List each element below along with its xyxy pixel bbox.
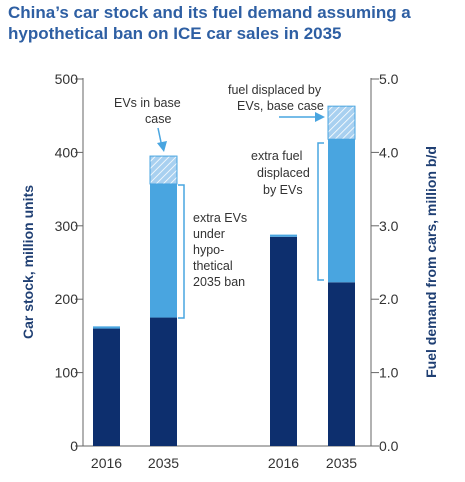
tick-label-left-1: 100 bbox=[55, 365, 79, 381]
tick-label-right-3: 3.0 bbox=[379, 218, 399, 234]
tick-label-left-0: 0 bbox=[70, 438, 78, 454]
left-axis-label: Car stock, million units bbox=[20, 185, 36, 339]
annotation-fuel-displaced-base-line-1: fuel displaced by bbox=[228, 83, 322, 97]
tick-label-right-5: 5.0 bbox=[379, 71, 399, 87]
tick-label-right-0: 0.0 bbox=[379, 438, 399, 454]
chart-title-line-1: China’s car stock and its fuel demand as… bbox=[8, 3, 411, 22]
bar-group: 2016 2035 2016 2035 bbox=[91, 105, 357, 471]
chart-title-line-2: hypothetical ban on ICE car sales in 203… bbox=[8, 24, 342, 43]
tick-group: 0 100 200 300 400 500 0.0 1.0 2.0 3.0 4.0 5.0 bbox=[55, 71, 399, 454]
bar-right-2035-segment-0 bbox=[328, 282, 355, 446]
right-axis-label: Fuel demand from cars, million b/d bbox=[423, 146, 439, 378]
annotation-fuel-arrowhead bbox=[315, 112, 325, 122]
bar-left-2035-segment-2 bbox=[149, 155, 178, 185]
annotation-extra-fuel-line-3: by EVs bbox=[263, 183, 303, 197]
annotation-extra-evs-line-1: extra EVs bbox=[193, 211, 247, 225]
annotation-extra-evs: extra EVs under hypo- thetical 2035 ban bbox=[178, 184, 247, 319]
annotation-evs-base-case-line-2: case bbox=[145, 112, 171, 126]
annotation-evs-base-case: EVs in base case bbox=[114, 96, 181, 152]
tick-label-right-4: 4.0 bbox=[379, 144, 399, 160]
category-label-left-0: 2016 bbox=[91, 455, 122, 471]
annotation-extra-evs-line-3: hypo- bbox=[193, 243, 224, 257]
annotation-fuel-displaced-base: fuel displaced by EVs, base case bbox=[228, 83, 325, 122]
tick-label-right-2: 2.0 bbox=[379, 291, 399, 307]
category-label-right-1: 2035 bbox=[326, 455, 357, 471]
bar-left-2035-segment-0 bbox=[150, 317, 177, 446]
annotation-extra-fuel-line-2: displaced bbox=[257, 166, 310, 180]
tick-label-left-3: 300 bbox=[55, 218, 79, 234]
bar-right-2035-segment-2 bbox=[327, 105, 356, 140]
tick-label-left-2: 200 bbox=[55, 291, 79, 307]
category-label-right-0: 2016 bbox=[268, 455, 299, 471]
annotation-evs-arrowhead bbox=[157, 141, 167, 152]
tick-label-left-5: 500 bbox=[55, 71, 79, 87]
chart-title: China’s car stock and its fuel demand as… bbox=[8, 2, 463, 44]
annotation-extra-fuel-bracket bbox=[317, 142, 324, 281]
annotation-extra-evs-bracket bbox=[178, 184, 185, 319]
bar-left-2016-segment-1 bbox=[93, 326, 120, 329]
bar-left-2035-segment-1 bbox=[150, 183, 177, 318]
annotation-extra-evs-line-5: 2035 ban bbox=[193, 275, 245, 289]
bar-right-2016-segment-0 bbox=[270, 236, 297, 446]
bar-right-2035-segment-1 bbox=[328, 139, 355, 283]
bar-left-2016-segment-0 bbox=[93, 328, 120, 446]
tick-label-right-1: 1.0 bbox=[379, 365, 399, 381]
annotation-extra-evs-line-4: thetical bbox=[193, 259, 233, 273]
tick-label-left-4: 400 bbox=[55, 144, 79, 160]
annotation-extra-fuel: extra fuel displaced by EVs bbox=[251, 142, 324, 281]
axes bbox=[82, 78, 372, 447]
annotation-extra-evs-line-2: under bbox=[193, 227, 225, 241]
category-label-left-1: 2035 bbox=[148, 455, 179, 471]
annotation-fuel-displaced-base-line-2: EVs, base case bbox=[237, 99, 324, 113]
bar-right-2016-segment-1 bbox=[270, 234, 297, 237]
annotation-extra-fuel-line-1: extra fuel bbox=[251, 149, 302, 163]
annotation-evs-base-case-line-1: EVs in base bbox=[114, 96, 181, 110]
